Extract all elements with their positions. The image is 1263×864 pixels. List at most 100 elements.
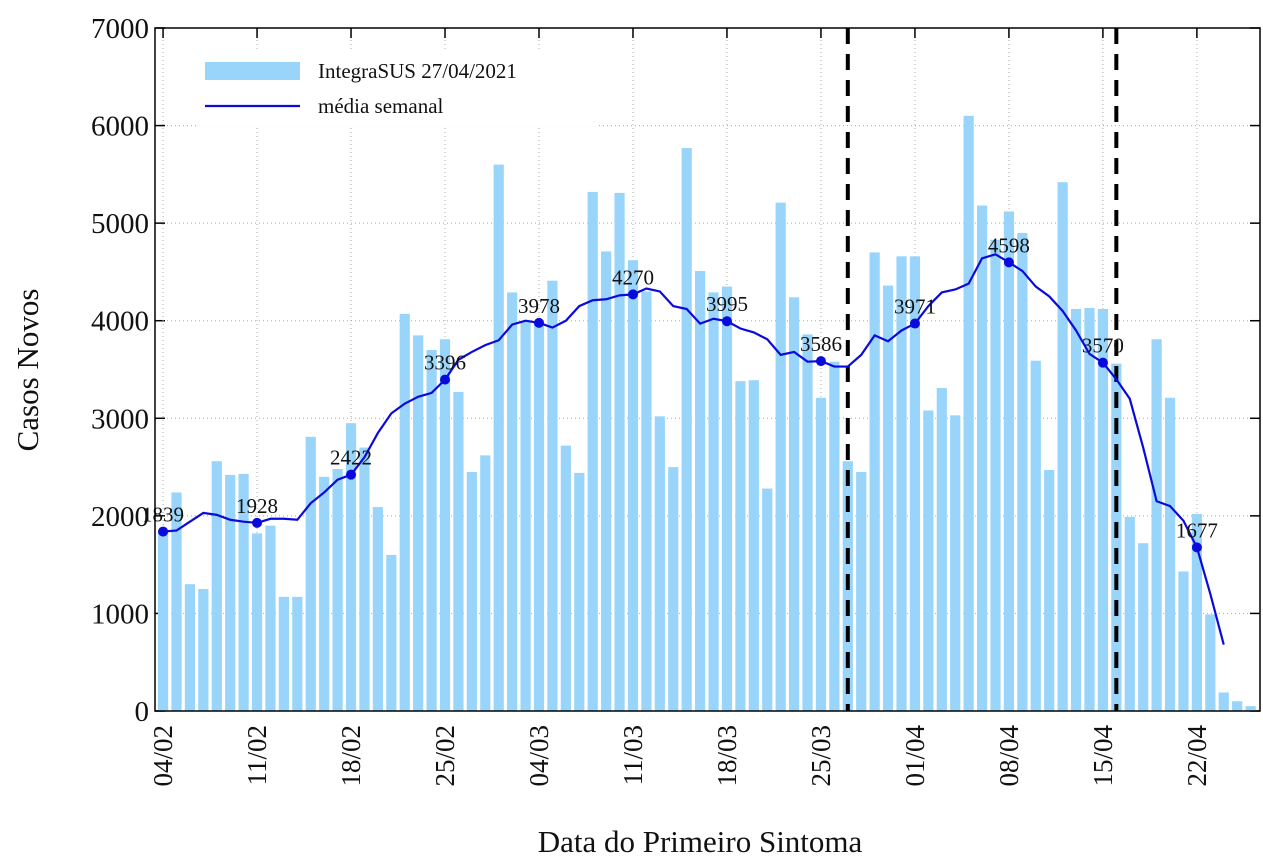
bar	[587, 191, 598, 712]
bar	[1151, 339, 1162, 711]
bar	[641, 291, 652, 711]
plot-frame	[154, 27, 1261, 712]
bar	[1070, 309, 1082, 711]
bar	[735, 381, 746, 711]
bar	[225, 474, 236, 711]
x-tick-label: 18/03	[712, 725, 742, 787]
marker	[252, 517, 263, 528]
x-tick-label: 15/04	[1088, 725, 1118, 787]
y-tick-label: 1000	[91, 598, 149, 630]
data-label: 3396	[424, 351, 466, 375]
marker	[721, 316, 732, 327]
y-tick-label: 5000	[91, 208, 149, 240]
marker	[909, 318, 920, 329]
bar	[1017, 232, 1028, 711]
bar	[345, 423, 357, 711]
bar	[869, 252, 880, 711]
bar	[466, 471, 477, 711]
bar	[480, 455, 491, 711]
bar	[668, 467, 679, 711]
x-tick-label: 04/02	[148, 725, 178, 787]
data-label: 1839	[142, 503, 184, 527]
bar	[882, 285, 894, 711]
marker	[627, 289, 638, 300]
bar	[251, 533, 263, 711]
bar	[453, 391, 464, 711]
bar	[184, 584, 196, 711]
marker	[533, 317, 544, 328]
bar	[292, 596, 303, 711]
x-tick-label: 18/02	[336, 725, 366, 787]
bar	[654, 416, 665, 711]
x-tick-label: 22/04	[1182, 725, 1212, 787]
bar	[695, 270, 706, 711]
bar	[1245, 706, 1256, 711]
legend: IntegraSUS 27/04/2021 média semanal	[196, 50, 596, 126]
bar	[238, 473, 249, 711]
bar	[1057, 182, 1068, 712]
bar	[856, 471, 867, 711]
bar	[748, 380, 759, 711]
marker	[1191, 542, 1202, 553]
marker	[158, 526, 169, 537]
bar	[1178, 571, 1189, 711]
y-tick-label: 4000	[91, 306, 149, 338]
marker	[1097, 357, 1108, 368]
bar	[708, 292, 719, 711]
x-tick-label: 25/02	[430, 725, 460, 787]
bar	[976, 205, 988, 711]
y-tick-label: 2000	[91, 501, 149, 533]
bar	[614, 192, 625, 711]
y-tick-label: 3000	[91, 403, 149, 435]
y-tick-label: 7000	[91, 13, 149, 45]
data-label: 4598	[988, 233, 1030, 257]
y-axis-title: Casos Novos	[10, 289, 45, 452]
bar	[896, 256, 907, 711]
bar	[1164, 397, 1176, 711]
x-tick-label: 11/02	[242, 725, 272, 786]
bar	[413, 335, 424, 711]
bar	[1084, 308, 1095, 711]
marker	[815, 356, 826, 367]
bar	[1044, 469, 1055, 711]
bar	[493, 164, 504, 712]
bar	[547, 280, 558, 711]
bar	[1003, 211, 1015, 712]
bar	[990, 239, 1001, 712]
data-label: 3586	[800, 332, 842, 356]
data-label: 3971	[894, 295, 936, 319]
bar	[963, 115, 974, 712]
line	[162, 253, 1225, 645]
marker	[1003, 257, 1014, 268]
bar	[520, 320, 531, 711]
bar	[386, 554, 397, 711]
bar	[198, 589, 209, 711]
bar	[802, 334, 813, 711]
marker	[440, 374, 451, 385]
bar	[909, 256, 921, 711]
bar	[157, 531, 169, 711]
bar	[721, 286, 733, 711]
bar	[211, 461, 222, 711]
bar	[1097, 309, 1109, 711]
bar	[1030, 360, 1041, 711]
bar	[265, 525, 276, 711]
bar	[533, 322, 545, 711]
bar	[171, 492, 182, 711]
bar	[923, 410, 934, 711]
bar	[399, 313, 410, 711]
bar	[788, 297, 800, 711]
x-tick-label: 04/03	[524, 725, 554, 787]
bar	[1232, 701, 1243, 711]
marker	[346, 469, 357, 480]
bar	[319, 476, 330, 711]
bar	[372, 507, 383, 711]
bar	[601, 251, 612, 711]
bar	[1191, 513, 1202, 711]
bar	[681, 148, 692, 711]
bar	[950, 415, 961, 711]
bar	[332, 469, 343, 711]
bar	[1205, 614, 1216, 711]
legend-label: média semanal	[318, 94, 444, 118]
bar	[829, 361, 840, 711]
